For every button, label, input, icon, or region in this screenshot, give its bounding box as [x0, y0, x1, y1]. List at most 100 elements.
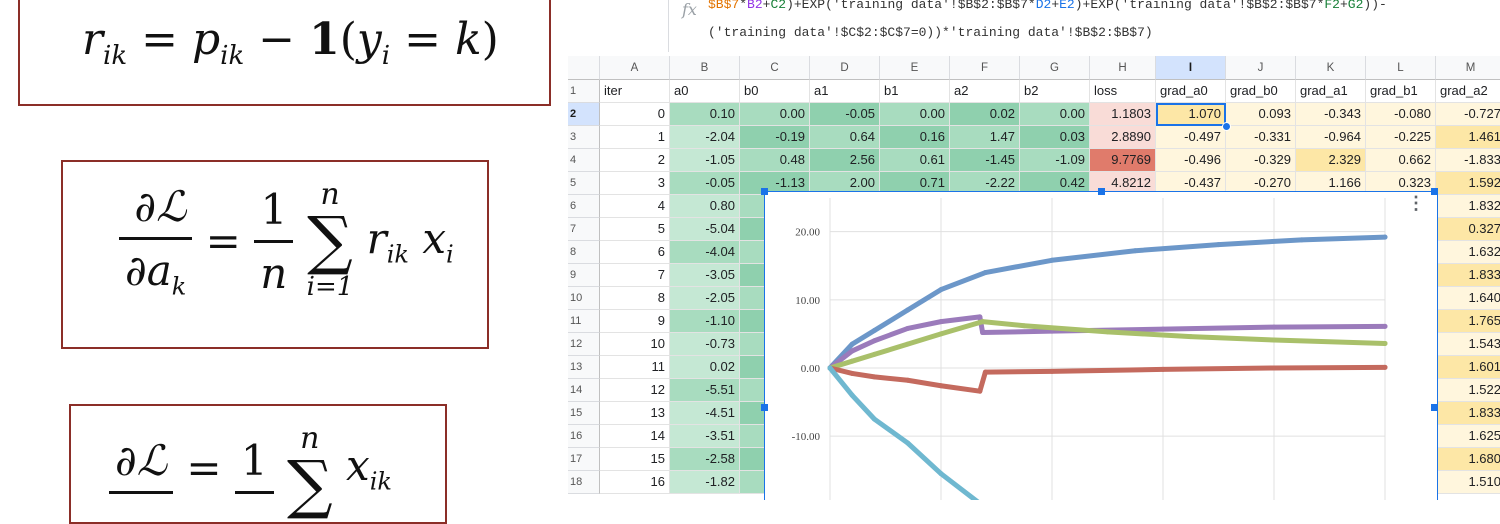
data-cell[interactable]: -0.496: [1156, 149, 1226, 172]
data-cell[interactable]: 1.833: [1436, 402, 1500, 425]
data-cell[interactable]: -5.04: [670, 218, 740, 241]
data-cell[interactable]: 0.327: [1436, 218, 1500, 241]
data-cell[interactable]: 14: [600, 425, 670, 448]
data-cell[interactable]: 1.070: [1156, 103, 1226, 126]
header-cell[interactable]: grad_b1: [1366, 80, 1436, 103]
data-cell[interactable]: 2.56: [810, 149, 880, 172]
column-header-m[interactable]: M: [1436, 56, 1500, 80]
data-cell[interactable]: 11: [600, 356, 670, 379]
data-cell[interactable]: 1.1803: [1090, 103, 1156, 126]
series-point-4[interactable]: [827, 365, 833, 371]
data-cell[interactable]: -0.331: [1226, 126, 1296, 149]
series-point-1[interactable]: [849, 348, 855, 354]
data-cell[interactable]: -1.09: [1020, 149, 1090, 172]
data-cell[interactable]: 13: [600, 402, 670, 425]
data-cell[interactable]: -1.45: [950, 149, 1020, 172]
series-point-0[interactable]: [849, 341, 855, 347]
data-cell[interactable]: 12: [600, 379, 670, 402]
header-cell[interactable]: grad_a1: [1296, 80, 1366, 103]
data-cell[interactable]: -1.833: [1436, 149, 1500, 172]
selection-fill-handle[interactable]: [1222, 122, 1231, 131]
data-cell[interactable]: 5: [600, 218, 670, 241]
series-point-2[interactable]: [1271, 337, 1277, 343]
data-cell[interactable]: 15: [600, 448, 670, 471]
series-line-0[interactable]: [827, 234, 1388, 371]
data-cell[interactable]: 1.832: [1436, 195, 1500, 218]
data-cell[interactable]: 0.00: [880, 103, 950, 126]
column-header-l[interactable]: L: [1366, 56, 1436, 80]
column-header-j[interactable]: J: [1226, 56, 1296, 80]
row-header-3[interactable]: 3: [568, 126, 600, 149]
data-cell[interactable]: -0.270: [1226, 172, 1296, 195]
data-cell[interactable]: 0.00: [740, 103, 810, 126]
series-point-2[interactable]: [905, 341, 911, 347]
series-point-4[interactable]: [871, 416, 877, 422]
data-cell[interactable]: -0.73: [670, 333, 740, 356]
series-point-0[interactable]: [982, 270, 988, 276]
data-cell[interactable]: 16: [600, 471, 670, 494]
data-cell[interactable]: 1.543: [1436, 333, 1500, 356]
series-point-1[interactable]: [905, 325, 911, 331]
data-cell[interactable]: 4: [600, 195, 670, 218]
data-cell[interactable]: -1.10: [670, 310, 740, 333]
row-header-12[interactable]: 12: [568, 333, 600, 356]
series-point-0[interactable]: [1132, 248, 1138, 254]
series-point-3[interactable]: [1160, 366, 1166, 372]
data-cell[interactable]: 8: [600, 287, 670, 310]
data-cell[interactable]: 7: [600, 264, 670, 287]
column-header-k[interactable]: K: [1296, 56, 1366, 80]
data-cell[interactable]: -2.22: [950, 172, 1020, 195]
select-all-corner[interactable]: [568, 56, 600, 80]
column-header-d[interactable]: D: [810, 56, 880, 80]
series-point-0[interactable]: [871, 328, 877, 333]
data-cell[interactable]: 1.510: [1436, 471, 1500, 494]
data-cell[interactable]: -1.82: [670, 471, 740, 494]
data-cell[interactable]: 1.461: [1436, 126, 1500, 149]
series-point-4[interactable]: [905, 440, 911, 446]
series-point-1[interactable]: [1160, 326, 1166, 332]
header-cell[interactable]: grad_a2: [1436, 80, 1500, 103]
series-point-1[interactable]: [980, 330, 986, 336]
series-point-2[interactable]: [1021, 323, 1027, 329]
series-point-4[interactable]: [849, 392, 855, 398]
data-cell[interactable]: 0.00: [1020, 103, 1090, 126]
series-point-0[interactable]: [905, 307, 911, 313]
data-cell[interactable]: 9.7769: [1090, 149, 1156, 172]
data-cell[interactable]: -4.04: [670, 241, 740, 264]
row-header-14[interactable]: 14: [568, 379, 600, 402]
series-point-3[interactable]: [849, 370, 855, 376]
column-header-g[interactable]: G: [1020, 56, 1090, 80]
header-cell[interactable]: iter: [600, 80, 670, 103]
series-point-2[interactable]: [849, 358, 855, 364]
data-cell[interactable]: 10: [600, 333, 670, 356]
data-cell[interactable]: -0.437: [1156, 172, 1226, 195]
data-cell[interactable]: 1.680: [1436, 448, 1500, 471]
series-point-2[interactable]: [1188, 334, 1194, 340]
series-point-0[interactable]: [1216, 242, 1221, 248]
series-point-3[interactable]: [1049, 368, 1055, 374]
data-cell[interactable]: -2.05: [670, 287, 740, 310]
data-cell[interactable]: 0.61: [880, 149, 950, 172]
series-point-0[interactable]: [938, 287, 944, 293]
data-cell[interactable]: -0.080: [1366, 103, 1436, 126]
data-cell[interactable]: 2: [600, 149, 670, 172]
row-header-9[interactable]: 9: [568, 264, 600, 287]
data-cell[interactable]: 2.329: [1296, 149, 1366, 172]
row-header-8[interactable]: 8: [568, 241, 600, 264]
row-header-16[interactable]: 16: [568, 425, 600, 448]
series-point-2[interactable]: [1382, 340, 1388, 346]
chart-menu-icon[interactable]: ⋮: [1407, 193, 1425, 213]
series-point-2[interactable]: [1105, 329, 1110, 335]
series-point-1[interactable]: [871, 338, 877, 344]
row-header-13[interactable]: 13: [568, 356, 600, 379]
data-cell[interactable]: -4.51: [670, 402, 740, 425]
chart-resize-handle[interactable]: [1431, 188, 1438, 195]
row-header-7[interactable]: 7: [568, 218, 600, 241]
column-header-e[interactable]: E: [880, 56, 950, 80]
data-cell[interactable]: 2.8890: [1090, 126, 1156, 149]
series-point-0[interactable]: [1299, 237, 1305, 243]
header-cell[interactable]: a0: [670, 80, 740, 103]
data-cell[interactable]: -0.727: [1436, 103, 1500, 126]
data-cell[interactable]: -0.964: [1296, 126, 1366, 149]
